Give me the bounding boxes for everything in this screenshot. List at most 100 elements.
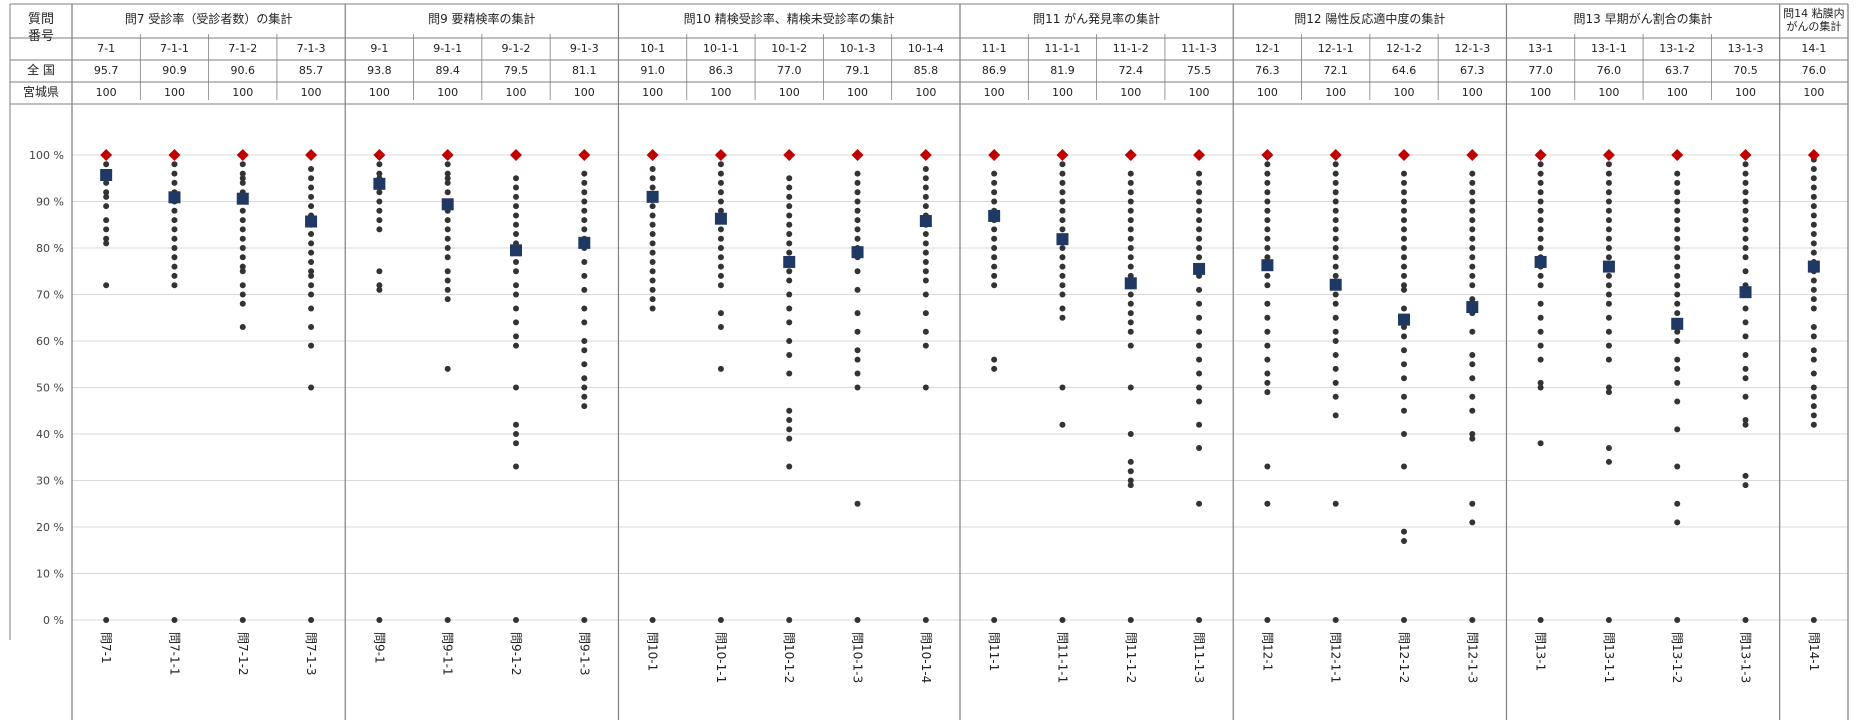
municipality-dot [1332,207,1339,214]
municipality-dot [1332,338,1339,344]
municipality-dot [1537,379,1544,386]
column-code: 11-1-2 [1113,42,1149,55]
municipality-dot [1401,189,1407,196]
municipality-dot [1059,207,1066,214]
municipality-dot [581,305,588,312]
miyagi-value: 100 [642,86,663,99]
municipality-dot [1810,347,1817,354]
column-code: 11-1-1 [1044,42,1080,55]
miyagi-value: 100 [1257,86,1278,99]
municipality-dot [1605,444,1612,451]
municipality-dot [1196,421,1203,428]
municipality-dot [513,463,519,470]
x-category-label: 問10-1-1 [714,632,728,683]
municipality-dot [1674,189,1681,196]
municipality-dot [1742,189,1749,196]
municipality-dot [786,617,793,623]
national-value: 77.0 [1528,64,1553,77]
national-value: 90.6 [231,64,256,77]
column-code: 9-1-1 [433,42,462,55]
municipality-dot [786,370,793,377]
national-marker [1398,313,1410,326]
municipality-dot [1127,458,1134,465]
column-code: 10-1 [640,42,665,55]
national-value: 86.9 [982,64,1007,77]
municipality-dot [1401,537,1407,544]
municipality-dot [1605,314,1612,321]
municipality-dot [581,226,588,233]
column-code: 10-1-1 [703,42,739,55]
municipality-dot [308,193,315,200]
municipality-dot [171,170,178,177]
municipality-dot [1742,268,1749,275]
municipality-dot [1469,198,1476,205]
municipality-dot [1059,161,1066,168]
municipality-dot [1605,245,1612,251]
municipality-dot [649,296,656,303]
municipality-dot [854,617,861,623]
municipality-dot [1401,361,1407,368]
municipality-dot [444,254,451,261]
national-value: 85.8 [914,64,939,77]
municipality-dot [1810,286,1817,293]
column-code: 13-1-1 [1591,42,1627,55]
municipality-dot [308,249,315,256]
municipality-dot [1059,226,1066,233]
municipality-dot [717,263,724,270]
municipality-dot [1264,207,1271,214]
municipality-dot [444,161,451,168]
municipality-dot [513,258,519,265]
municipality-dot [1127,263,1134,270]
municipality-dot [649,175,656,182]
municipality-dot [1196,617,1203,623]
municipality-dot [1605,389,1612,396]
municipality-dot [1674,179,1681,186]
municipality-dot [717,282,724,289]
municipality-dot [239,161,246,168]
municipality-dot [1127,477,1134,484]
column-code: 11-1 [982,42,1007,55]
x-category-label: 問13-1-1 [1602,632,1616,683]
municipality-dot [1196,245,1203,251]
municipality-dot [1401,528,1407,535]
municipality-dot [1674,291,1681,298]
municipality-dot [103,193,110,200]
municipality-dot [581,338,588,344]
municipality-dot [581,286,588,293]
municipality-dot [1127,431,1134,437]
municipality-dot [1469,361,1476,368]
municipality-dot [239,207,246,214]
miyagi-marker [783,149,796,161]
municipality-dot [649,249,656,256]
miyagi-value: 100 [1462,86,1483,99]
national-marker [236,192,249,205]
municipality-dot [1469,393,1476,400]
municipality-dot [1674,310,1681,317]
national-value: 72.1 [1323,64,1348,77]
municipality-dot [171,272,178,279]
miyagi-value: 100 [1803,86,1824,99]
municipality-dot [1264,282,1271,289]
municipality-dot [1674,379,1681,386]
municipality-dot [1469,245,1476,251]
municipality-dot [444,179,451,186]
municipality-dot [376,286,383,293]
municipality-dot [1469,272,1476,279]
miyagi-marker [168,149,181,161]
municipality-dot [1196,286,1203,293]
municipality-dot [854,328,861,335]
municipality-dot [1127,482,1134,489]
municipality-dot [239,175,246,182]
municipality-dot [1401,282,1407,289]
municipality-dot [1127,235,1134,242]
national-value: 90.9 [162,64,187,77]
municipality-dot [513,431,519,437]
municipality-dot [1059,198,1066,205]
column-code: 9-1-2 [502,42,531,55]
national-value: 67.3 [1460,64,1485,77]
municipality-dot [1401,170,1407,177]
municipality-dot [1605,272,1612,279]
municipality-dot [1332,189,1339,196]
municipality-dot [1264,217,1271,224]
miyagi-value: 100 [1394,86,1415,99]
